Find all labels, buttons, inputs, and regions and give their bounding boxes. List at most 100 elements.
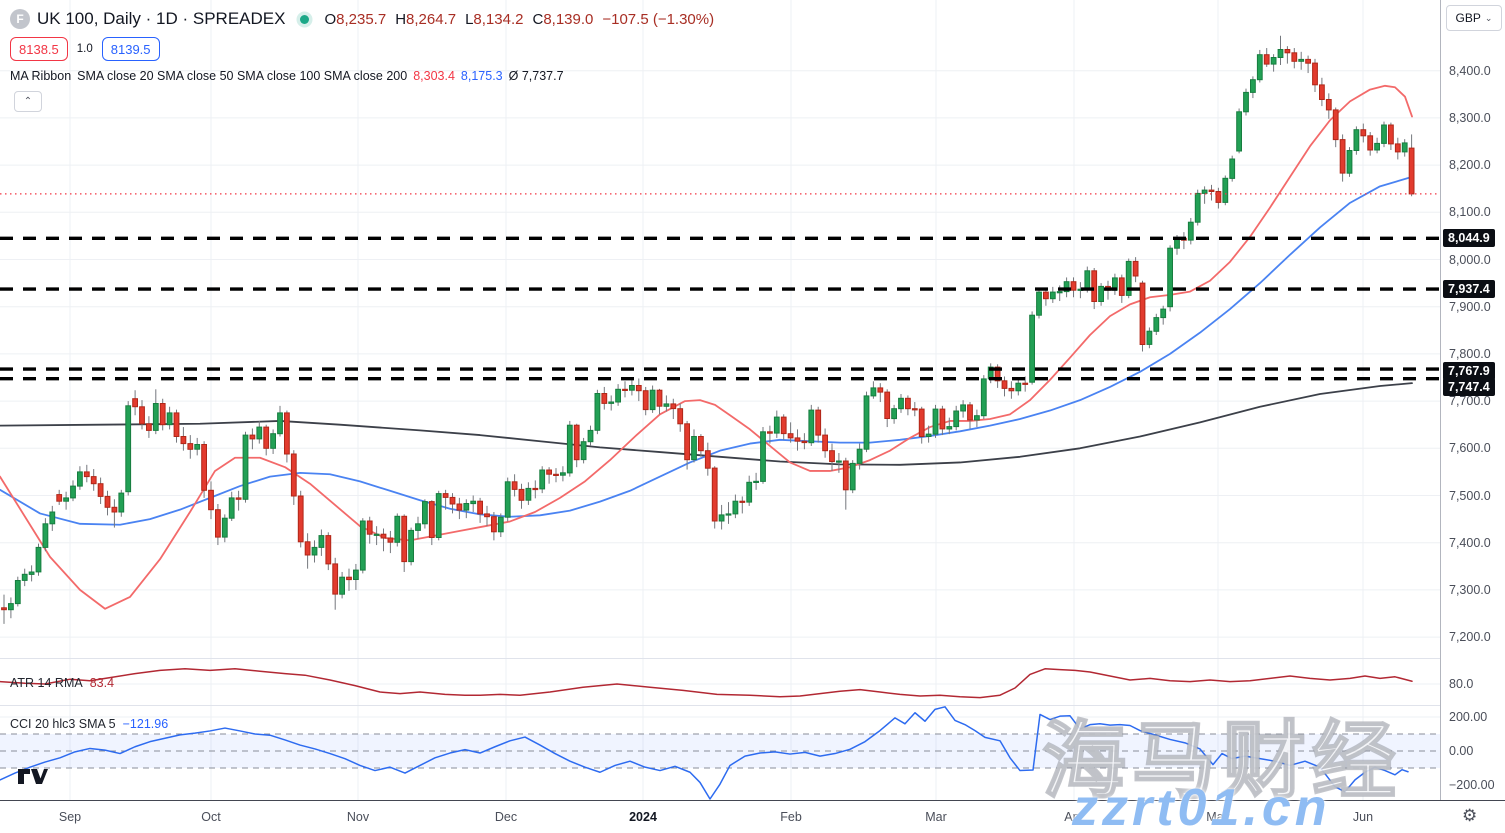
time-axis-label: Sep xyxy=(58,810,82,824)
candle-up xyxy=(77,471,83,487)
candle-up xyxy=(504,481,511,518)
pane-separator[interactable] xyxy=(0,705,1505,706)
cci-legend[interactable]: CCI 20 hlc3 SMA 5 −121.96 xyxy=(10,717,168,731)
candle-down xyxy=(698,436,704,452)
price-scale[interactable]: 8,400.0 8,300.0 8,200.0 8,100.0 8,000.0 7,900… xyxy=(1440,0,1505,800)
candle-up xyxy=(311,546,318,556)
candle-up xyxy=(1270,57,1277,65)
candle-up xyxy=(35,546,42,573)
candle-up xyxy=(932,408,939,435)
candle-down xyxy=(159,403,166,426)
pane-separator[interactable] xyxy=(0,658,1505,659)
atr-indicator-pane[interactable] xyxy=(0,658,1440,705)
candle-down xyxy=(877,387,884,393)
candle-down xyxy=(401,515,408,563)
cci-indicator-pane[interactable] xyxy=(0,705,1440,800)
candle-up xyxy=(1194,192,1201,223)
candle-down xyxy=(829,450,835,463)
change-value: −107.5 (−1.30%) xyxy=(602,10,715,28)
candle-up xyxy=(353,569,359,580)
price-axis-label: 7,800.0 xyxy=(1449,346,1491,361)
candle-down xyxy=(642,390,649,411)
candle-up xyxy=(732,500,739,515)
candle-up xyxy=(980,378,987,417)
candle-down xyxy=(1388,124,1394,145)
legend-collapse-button[interactable]: ⌃ xyxy=(14,91,42,112)
candle-down xyxy=(201,444,207,491)
candle-up xyxy=(118,492,125,513)
candle-down xyxy=(1208,189,1215,193)
quote-row: 8138.5 1.0 8139.5 xyxy=(10,37,714,61)
cci-axis-label: 200.00 xyxy=(1449,710,1488,724)
symbol-title[interactable]: UK 100, Daily · 1D · SPREADEX xyxy=(37,9,286,28)
sma-50-line xyxy=(0,175,1413,526)
candle-up xyxy=(870,387,877,397)
market-open-status-icon[interactable] xyxy=(300,14,310,24)
candle-down xyxy=(670,403,677,410)
close-label: C xyxy=(532,10,544,28)
atr-value: 83.4 xyxy=(89,676,115,690)
candle-down xyxy=(208,489,214,511)
candle-down xyxy=(132,398,138,408)
candle-up xyxy=(242,434,249,500)
level-price-pill: 7,747.4 xyxy=(1443,378,1495,396)
candle-down xyxy=(1284,49,1291,54)
candle-up xyxy=(221,517,228,538)
tradingview-logo-icon[interactable] xyxy=(18,768,48,785)
candle-down xyxy=(325,535,332,565)
chart-legend: F UK 100, Daily · 1D · SPREADEX O8,235.7… xyxy=(10,7,714,112)
candle-up xyxy=(1125,260,1132,296)
candle-down xyxy=(1022,382,1029,385)
buy-ask-button[interactable]: 8139.5 xyxy=(101,37,160,61)
candle-down xyxy=(1,607,7,611)
candle-up xyxy=(1250,79,1256,93)
candle-down xyxy=(180,436,187,445)
price-axis-label: 7,200.0 xyxy=(1449,630,1491,645)
candle-up xyxy=(415,523,421,531)
gear-icon[interactable]: ⚙ xyxy=(1462,806,1478,825)
candle-up xyxy=(1167,247,1173,308)
candle-up xyxy=(1381,124,1387,144)
atr-legend[interactable]: ATR 14 RMA 83.4 xyxy=(10,676,114,690)
time-axis-label: Mar xyxy=(925,810,947,824)
candle-up xyxy=(125,405,132,493)
candle-down xyxy=(1291,52,1298,62)
candle-up xyxy=(435,493,442,539)
candle-down xyxy=(56,494,63,502)
candle-up xyxy=(1153,317,1160,332)
candle-up xyxy=(629,385,635,391)
high-label: H xyxy=(395,10,407,28)
main-price-pane[interactable] xyxy=(0,0,1440,658)
candle-down xyxy=(822,434,829,452)
sell-bid-button[interactable]: 8138.5 xyxy=(10,37,68,61)
candle-down xyxy=(304,541,311,556)
price-axis-label: 8,200.0 xyxy=(1449,158,1491,173)
candle-down xyxy=(905,397,911,410)
candle-down xyxy=(366,520,373,535)
candle-down xyxy=(484,513,490,518)
candle-down xyxy=(994,366,1001,382)
candle-down xyxy=(249,434,256,440)
candle-up xyxy=(974,415,980,421)
candle-down xyxy=(284,412,290,455)
candle-down xyxy=(346,576,352,581)
price-axis-label: 7,400.0 xyxy=(1449,535,1491,550)
candle-up xyxy=(718,514,725,522)
candle-up xyxy=(1401,142,1408,153)
candle-up xyxy=(649,389,656,411)
atr-line xyxy=(0,668,1413,699)
candle-down xyxy=(111,506,118,513)
ma-ribbon-params: SMA close 20 SMA close 50 SMA close 100 … xyxy=(77,69,408,83)
currency-button[interactable]: GBP ⌄ xyxy=(1446,5,1502,31)
candle-down xyxy=(139,406,145,425)
candle-down xyxy=(622,388,628,391)
price-axis-label: 8,300.0 xyxy=(1449,110,1491,125)
ma-ribbon-sma20-value: 8,303.4 xyxy=(413,69,455,83)
symbol-logo-icon: F xyxy=(10,9,30,29)
candle-up xyxy=(608,401,615,404)
candle-down xyxy=(1091,270,1098,302)
open-label: O xyxy=(324,10,337,28)
ma-ribbon-legend[interactable]: MA Ribbon SMA close 20 SMA close 50 SMA … xyxy=(10,69,714,83)
candle-down xyxy=(767,431,773,434)
time-scale[interactable]: Sep Oct Nov Dec 2024 Feb Mar Apr May Jun xyxy=(0,800,1505,833)
